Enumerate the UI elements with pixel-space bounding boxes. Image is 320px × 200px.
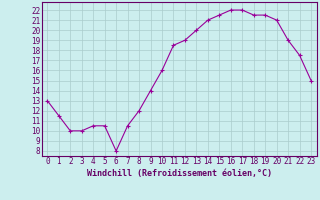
X-axis label: Windchill (Refroidissement éolien,°C): Windchill (Refroidissement éolien,°C) — [87, 169, 272, 178]
